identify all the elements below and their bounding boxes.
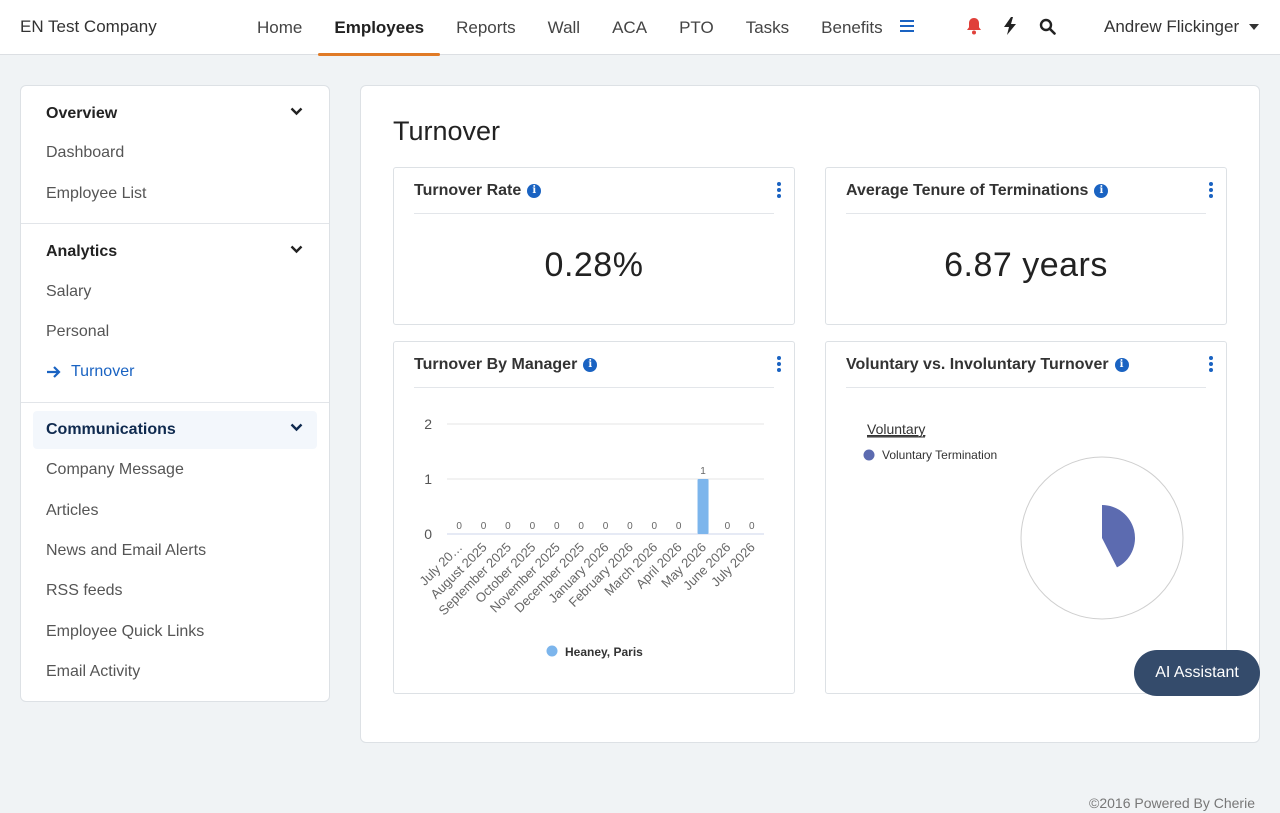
card-header: Voluntary vs. Involuntary Turnover i: [846, 342, 1206, 388]
chevron-down-icon: [290, 423, 303, 432]
caret-down-icon: [1249, 24, 1260, 30]
bar: [697, 479, 709, 534]
card-title: Voluntary vs. Involuntary Turnover: [846, 355, 1109, 373]
sidebar-item-articles[interactable]: Articles: [46, 502, 99, 519]
card-title: Turnover By Manager: [414, 355, 578, 373]
company-name[interactable]: EN Test Company: [20, 17, 157, 36]
chart-legend: Heaney, Paris: [546, 645, 643, 659]
sidebar-item-email-activity[interactable]: Email Activity: [46, 663, 141, 680]
data-label: 0: [554, 521, 560, 532]
card-title: Turnover Rate: [414, 181, 522, 199]
sidebar-item-salary[interactable]: Salary: [46, 283, 92, 300]
arrow-right-icon: [47, 366, 61, 378]
pie-title: Voluntary: [867, 421, 925, 437]
sidebar-divider: [21, 223, 329, 224]
sidebar-item-rss-feeds[interactable]: RSS feeds: [46, 582, 123, 599]
footer-credit: ©2016 Powered By Cherie: [1089, 795, 1255, 811]
sidebar-item-personal[interactable]: Personal: [46, 323, 110, 340]
ai-assistant-button[interactable]: AI Assistant: [1134, 650, 1260, 696]
turnover-by-manager-card: Turnover By Manager i 0 1 2 0 July 20… 0 Augus…: [393, 341, 795, 694]
sidebar-item-dashboard[interactable]: Dashboard: [46, 144, 125, 161]
y-tick-label: 0: [424, 526, 432, 542]
card-title: Average Tenure of Terminations: [846, 181, 1089, 199]
data-label: 0: [456, 521, 462, 532]
search-icon[interactable]: [1037, 16, 1057, 36]
voluntary-involuntary-card: Voluntary vs. Involuntary Turnover i Vol…: [825, 341, 1227, 694]
info-icon[interactable]: i: [1094, 183, 1109, 198]
info-icon[interactable]: i: [527, 183, 542, 198]
turnover-rate-value: 0.28%: [544, 246, 644, 284]
data-label: 1: [700, 466, 706, 477]
data-label: 0: [603, 521, 609, 532]
data-label: 0: [505, 521, 511, 532]
user-name: Andrew Flickinger: [1104, 17, 1240, 36]
data-label: 0: [530, 521, 536, 532]
sidebar-divider: [21, 402, 329, 403]
sidebar-item-news-email-alerts[interactable]: News and Email Alerts: [46, 542, 207, 559]
sidebar-section-overview[interactable]: Overview: [33, 95, 317, 133]
legend-marker: [863, 449, 875, 461]
average-tenure-card: Average Tenure of Terminations i 6.87 ye…: [825, 167, 1227, 325]
data-label: 0: [578, 521, 584, 532]
y-tick-label: 1: [424, 471, 432, 487]
data-label: 0: [676, 521, 682, 532]
average-tenure-value: 6.87 years: [944, 246, 1108, 284]
sidebar-item-employee-quick-links[interactable]: Employee Quick Links: [46, 623, 205, 640]
bolt-icon[interactable]: [1000, 16, 1020, 36]
legend-label: Voluntary Termination: [882, 448, 997, 462]
section-label: Overview: [46, 105, 118, 122]
info-icon[interactable]: i: [583, 357, 598, 372]
more-options-icon[interactable]: [776, 182, 782, 200]
sidebar-item-label: Turnover: [71, 363, 135, 380]
legend-label: Heaney, Paris: [565, 645, 643, 659]
nav-employees[interactable]: Employees: [318, 0, 440, 56]
data-label: 0: [725, 521, 731, 532]
pie-slice: [1102, 505, 1135, 568]
sidebar-section-analytics[interactable]: Analytics: [33, 233, 317, 271]
section-label: Communications: [46, 421, 176, 438]
nav-benefits[interactable]: Benefits: [821, 17, 883, 37]
nav-pto[interactable]: PTO: [679, 17, 714, 37]
nav-reports[interactable]: Reports: [456, 17, 516, 37]
page-title: Turnover: [393, 116, 501, 146]
user-menu[interactable]: Andrew Flickinger: [1104, 17, 1260, 37]
bell-icon[interactable]: [964, 16, 984, 36]
section-label: Analytics: [46, 243, 118, 260]
chevron-down-icon: [290, 245, 303, 254]
main-panel: Turnover Turnover Rate i 0.28% Average T…: [360, 85, 1260, 743]
nav-wall[interactable]: Wall: [547, 17, 581, 37]
sidebar-item-company-message[interactable]: Company Message: [46, 461, 184, 478]
card-header: Average Tenure of Terminations i: [846, 168, 1206, 214]
top-navigation-bar: EN Test Company Home Employees Reports W…: [0, 0, 1280, 56]
voluntary-involuntary-chart: Voluntary Voluntary Termination: [863, 421, 1184, 620]
nav-tasks[interactable]: Tasks: [745, 17, 790, 37]
menu-icon[interactable]: [900, 20, 914, 34]
sidebar-section-communications[interactable]: Communications: [33, 411, 317, 449]
data-label: 0: [651, 521, 657, 532]
chevron-down-icon: [290, 107, 303, 116]
more-options-icon[interactable]: [776, 356, 782, 374]
data-label: 0: [749, 521, 755, 532]
sidebar-item-employee-list[interactable]: Employee List: [46, 185, 147, 202]
sidebar-item-turnover[interactable]: Turnover: [46, 363, 134, 381]
card-header: Turnover By Manager i: [414, 342, 774, 388]
card-header: Turnover Rate i: [414, 168, 774, 214]
nav-aca[interactable]: ACA: [612, 17, 648, 37]
nav-home[interactable]: Home: [257, 17, 303, 37]
data-label: 0: [481, 521, 487, 532]
info-icon[interactable]: i: [1114, 357, 1129, 372]
more-options-icon[interactable]: [1208, 182, 1214, 200]
turnover-rate-card: Turnover Rate i 0.28%: [393, 167, 795, 325]
y-tick-label: 2: [424, 416, 432, 432]
sidebar: Overview Dashboard Employee List Analyti…: [20, 85, 330, 702]
more-options-icon[interactable]: [1208, 356, 1214, 374]
main-nav: Home Employees Reports Wall ACA PTO Task…: [241, 0, 899, 56]
legend-marker: [546, 645, 558, 657]
data-label: 0: [627, 521, 633, 532]
